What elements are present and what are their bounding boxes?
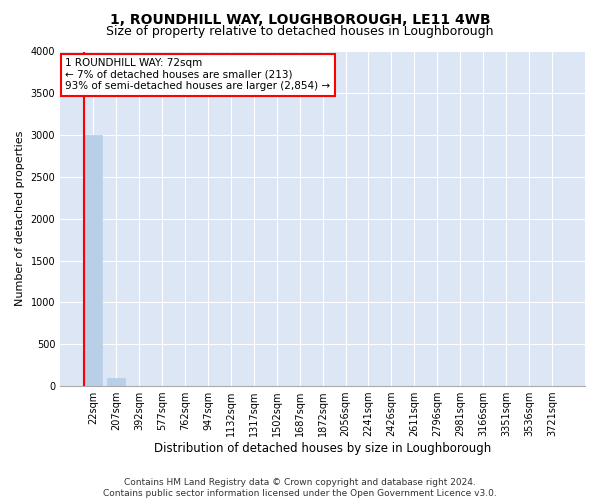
Bar: [107, 378, 125, 386]
Text: 1 ROUNDHILL WAY: 72sqm
← 7% of detached houses are smaller (213)
93% of semi-det: 1 ROUNDHILL WAY: 72sqm ← 7% of detached …: [65, 58, 331, 92]
X-axis label: Distribution of detached houses by size in Loughborough: Distribution of detached houses by size …: [154, 442, 491, 455]
Y-axis label: Number of detached properties: Number of detached properties: [15, 131, 25, 306]
Bar: [84, 135, 103, 386]
Text: 1, ROUNDHILL WAY, LOUGHBOROUGH, LE11 4WB: 1, ROUNDHILL WAY, LOUGHBOROUGH, LE11 4WB: [110, 12, 490, 26]
Text: Contains HM Land Registry data © Crown copyright and database right 2024.
Contai: Contains HM Land Registry data © Crown c…: [103, 478, 497, 498]
Text: Size of property relative to detached houses in Loughborough: Size of property relative to detached ho…: [106, 25, 494, 38]
